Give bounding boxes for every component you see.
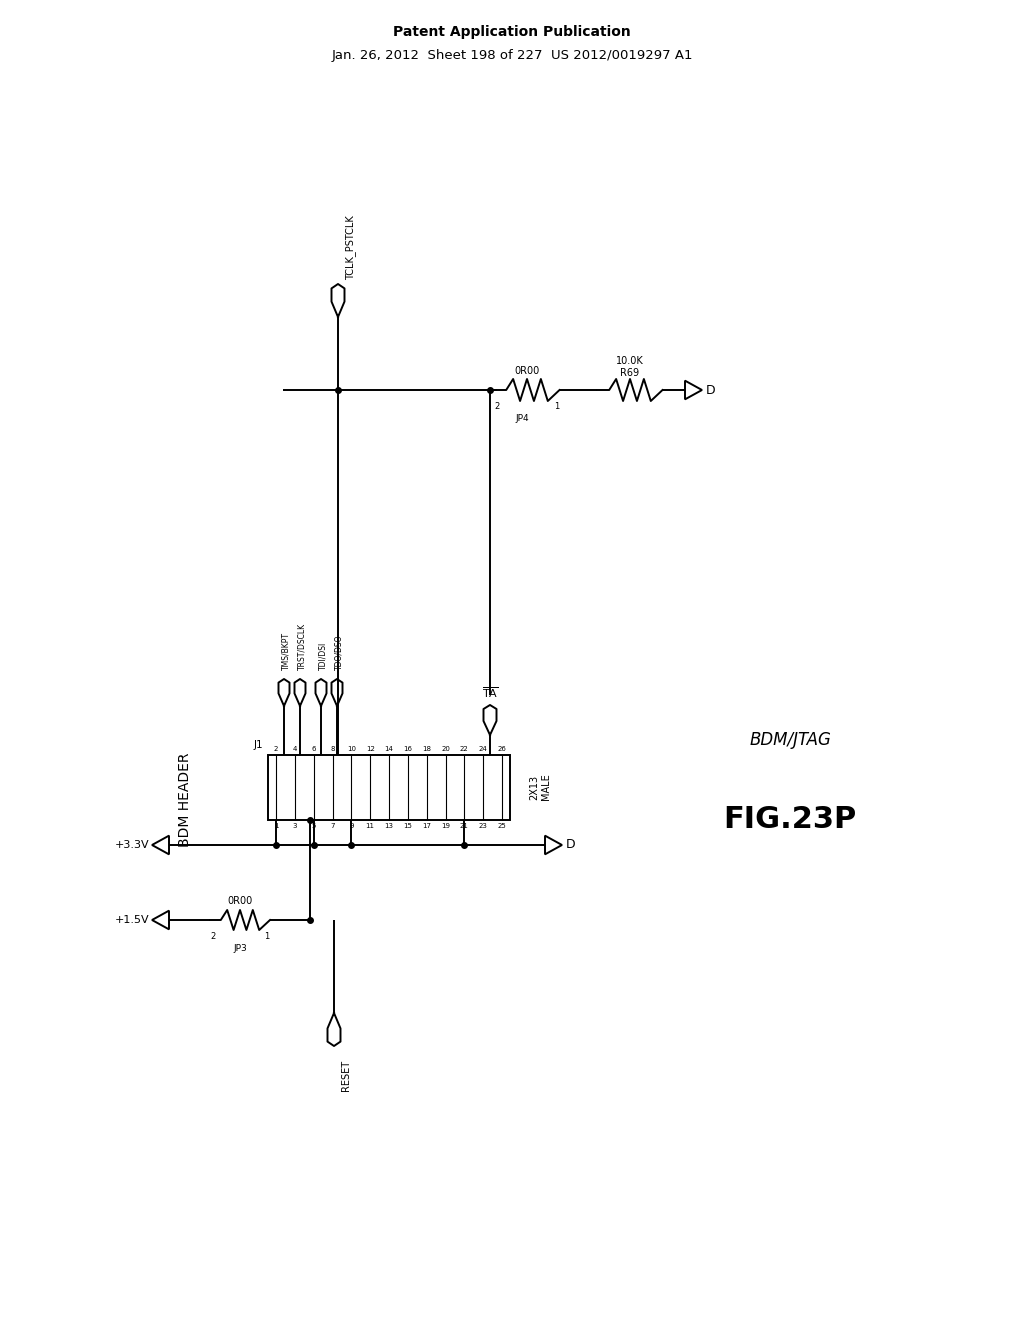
Text: 15: 15 — [403, 822, 413, 829]
Text: 10: 10 — [347, 746, 355, 752]
Text: 2: 2 — [210, 932, 216, 941]
Text: JP3: JP3 — [233, 944, 247, 953]
Text: 24: 24 — [479, 746, 487, 752]
Bar — [268, 755, 510, 820]
Text: $\overline{\mathrm{TA}}$: $\overline{\mathrm{TA}}$ — [482, 685, 499, 700]
Text: +1.5V: +1.5V — [115, 915, 150, 925]
Text: 22: 22 — [460, 746, 469, 752]
Text: 23: 23 — [479, 822, 487, 829]
Text: 1: 1 — [264, 932, 269, 941]
Text: D: D — [706, 384, 716, 396]
Text: 0R00: 0R00 — [514, 366, 540, 376]
Text: 11: 11 — [366, 822, 375, 829]
Text: 2: 2 — [273, 746, 279, 752]
Text: 12: 12 — [366, 746, 375, 752]
Text: 16: 16 — [403, 746, 413, 752]
Text: 7: 7 — [331, 822, 335, 829]
Text: R69: R69 — [621, 368, 640, 378]
Text: +3.3V: +3.3V — [115, 840, 150, 850]
Text: TMS/BKPT: TMS/BKPT — [281, 632, 290, 671]
Text: TDO/DSO: TDO/DSO — [334, 635, 343, 671]
Text: 25: 25 — [498, 822, 507, 829]
Text: RESET: RESET — [341, 1060, 351, 1092]
Text: BDM/JTAG: BDM/JTAG — [750, 731, 830, 748]
Text: 19: 19 — [441, 822, 450, 829]
Text: TDI/DSI: TDI/DSI — [318, 642, 327, 671]
Text: 26: 26 — [498, 746, 507, 752]
Text: 2: 2 — [495, 403, 500, 411]
Text: 8: 8 — [331, 746, 335, 752]
Text: TCLK_PSTCLK: TCLK_PSTCLK — [345, 215, 356, 280]
Text: 1: 1 — [554, 403, 559, 411]
Text: 9: 9 — [349, 822, 353, 829]
Text: J1: J1 — [253, 741, 263, 750]
Text: 20: 20 — [441, 746, 450, 752]
Text: 6: 6 — [311, 746, 316, 752]
Text: 17: 17 — [422, 822, 431, 829]
Text: 4: 4 — [293, 746, 297, 752]
Text: 5: 5 — [311, 822, 315, 829]
Text: Jan. 26, 2012  Sheet 198 of 227  US 2012/0019297 A1: Jan. 26, 2012 Sheet 198 of 227 US 2012/0… — [331, 49, 693, 62]
Text: TRST/DSCLK: TRST/DSCLK — [297, 623, 306, 671]
Text: 2X13
MALE: 2X13 MALE — [529, 774, 551, 800]
Text: 13: 13 — [384, 822, 393, 829]
Text: 18: 18 — [422, 746, 431, 752]
Text: 0R00: 0R00 — [227, 896, 253, 906]
Text: 21: 21 — [460, 822, 469, 829]
Text: 3: 3 — [293, 822, 297, 829]
Text: 1: 1 — [273, 822, 279, 829]
Text: 10.0K: 10.0K — [616, 356, 644, 366]
Text: Patent Application Publication: Patent Application Publication — [393, 25, 631, 40]
Text: D: D — [566, 838, 575, 851]
Text: BDM HEADER: BDM HEADER — [178, 752, 193, 847]
Text: FIG.23P: FIG.23P — [723, 805, 857, 834]
Text: 14: 14 — [385, 746, 393, 752]
Text: JP4: JP4 — [515, 414, 528, 422]
